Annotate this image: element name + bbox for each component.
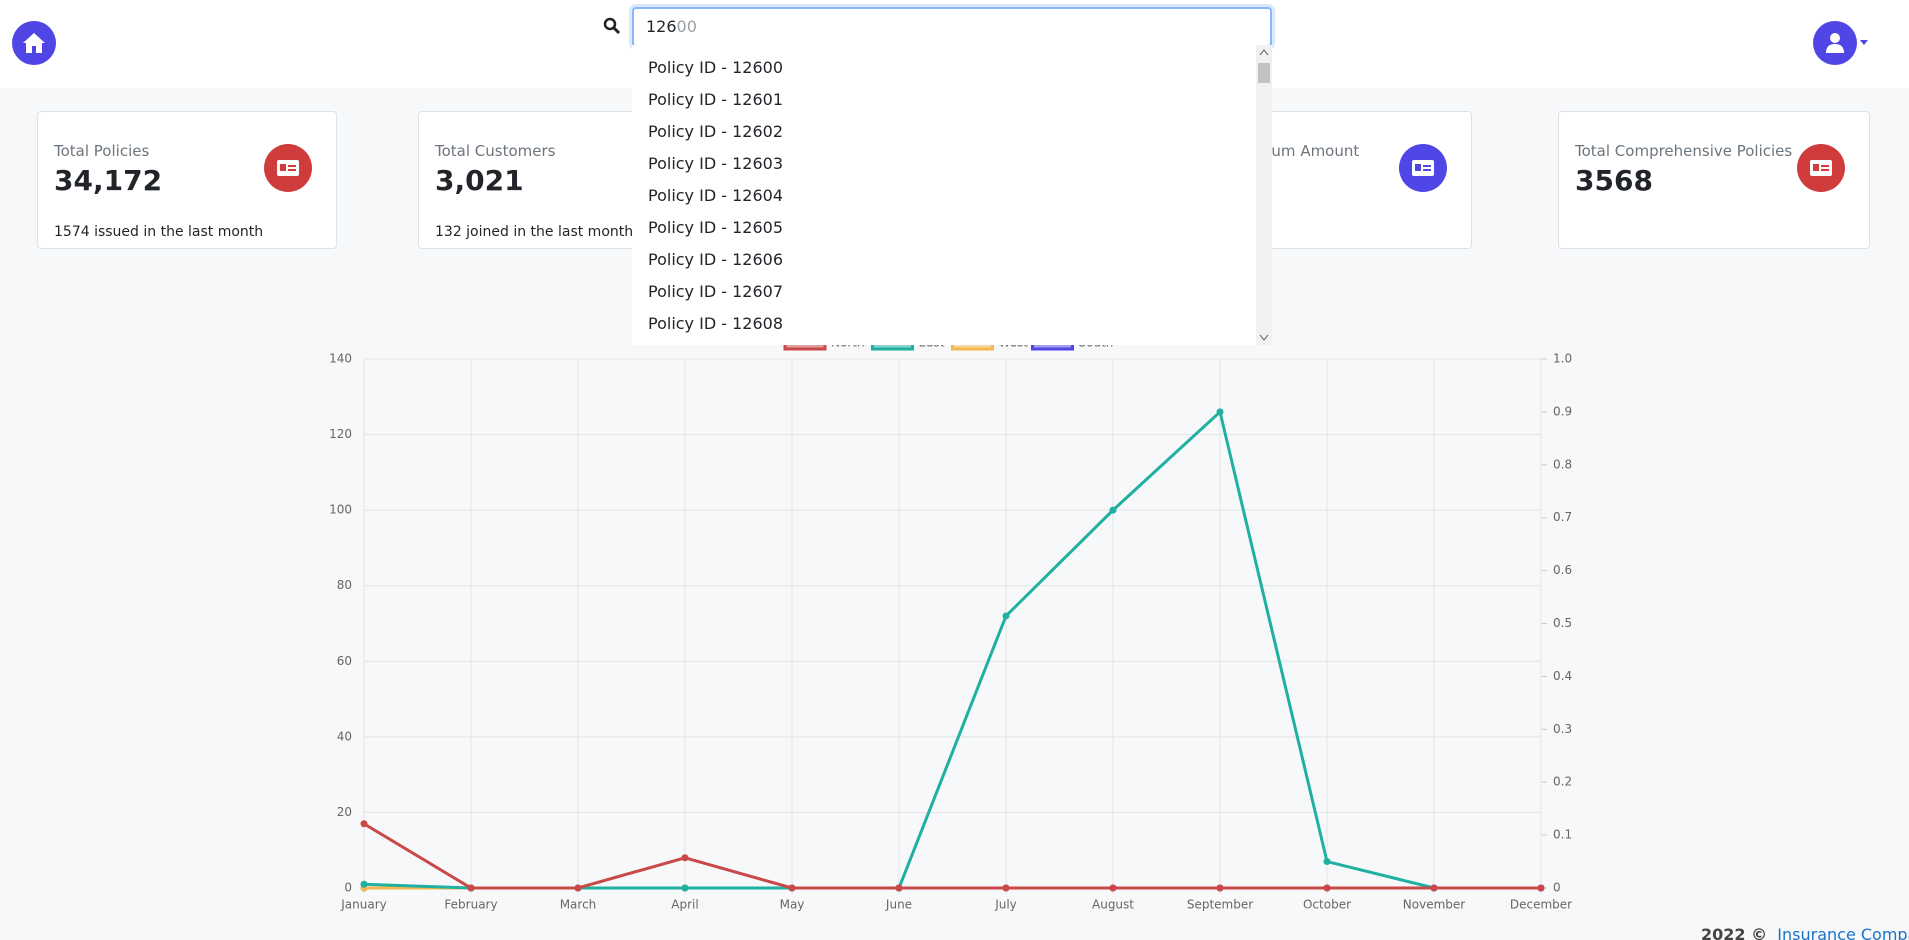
y2-tick-label: 0.9 [1553,404,1572,418]
y2-tick-label: 1.0 [1553,352,1572,366]
card-icon [1797,144,1845,192]
company-link[interactable]: Insurance Company [1777,925,1909,940]
x-tick-label: June [885,898,912,912]
icon-glyph [277,160,299,176]
dropdown-item[interactable]: Policy ID - 12607 [648,282,783,301]
x-tick-label: September [1187,898,1253,912]
dropdown-item[interactable]: Policy ID - 12601 [648,90,783,109]
y-tick-label: 20 [337,805,352,819]
scrollbar[interactable] [1256,45,1272,345]
dropdown-item[interactable]: Policy ID - 12603 [648,154,783,173]
dropdown-item[interactable]: Policy ID - 12605 [648,218,783,237]
footer: 2022 © Insurance Company [1701,925,1909,940]
typed-text: 126 [646,17,677,36]
y-tick-label: 100 [329,503,352,517]
card-label: Total Comprehensive Policies [1575,142,1793,160]
x-tick-label: November [1403,898,1465,912]
data-point [1109,884,1117,892]
search-icon [603,17,621,35]
user-icon [1826,33,1844,53]
y-tick-label: 120 [329,427,352,441]
y2-tick-label: 0.2 [1553,775,1572,789]
dropdown: Policy ID - 12600 Policy ID - 12601 Policy… [632,45,1272,345]
card-icon [1399,144,1447,192]
home-button[interactable] [12,21,56,65]
y2-tick-label: 0.4 [1553,669,1572,683]
y2-tick-label: 0 [1553,881,1561,895]
card-sub: 1574 issued in the last month [54,224,264,240]
data-point [1216,408,1224,416]
card-label: Total Customers [435,142,556,160]
y2-tick-label: 0.1 [1553,828,1572,842]
data-point [360,820,368,828]
y2-tick-label: 0.6 [1553,563,1572,577]
data-point [681,854,689,862]
data-point [1002,884,1010,892]
card-value: 34,172 [54,164,163,197]
x-tick-label: April [671,898,698,912]
icon-glyph [1810,160,1832,176]
stat-card: Total Policies 34,172 1574 issued in the l… [37,111,337,249]
card-value: 3,021 [435,164,524,197]
y-tick-label: 60 [337,654,352,668]
data-point [1216,884,1224,892]
x-tick-label: July [994,898,1017,912]
data-point [895,884,903,892]
data-point [574,884,582,892]
y2-tick-label: 0.3 [1553,722,1572,736]
y2-tick-label: 0.8 [1553,457,1572,471]
x-tick-label: October [1303,898,1351,912]
y2-tick-label: 0.7 [1553,510,1572,524]
card-label: Total Policies [54,142,150,160]
data-point [681,884,689,892]
x-tick-label: January [340,898,387,912]
dropdown-item[interactable]: Policy ID - 12600 [648,58,783,77]
data-point [360,880,368,888]
data-point [1537,884,1545,892]
data-point [1002,612,1010,620]
data-point [1430,884,1438,892]
dropdown-item[interactable]: Policy ID - 12608 [648,314,783,333]
dropdown-item[interactable]: Policy ID - 12604 [648,186,783,205]
x-tick-label: March [560,898,597,912]
series-line [363,409,1541,890]
x-tick-label: February [444,898,497,912]
data-point [1109,506,1117,514]
series-line [363,822,1541,890]
data-point [467,884,475,892]
data-point [1323,884,1331,892]
card-sub: 132 joined in the last month [435,224,634,240]
y-tick-label: 0 [344,881,352,895]
x-tick-label: August [1092,898,1134,912]
y-tick-label: 40 [337,729,352,743]
y-tick-label: 80 [337,578,352,592]
dropdown-item[interactable]: Policy ID - 12602 [648,122,783,141]
x-tick-label: December [1510,898,1572,912]
caret [1860,40,1868,45]
copyright: 2022 © [1701,925,1768,940]
y2-tick-label: 0.5 [1553,616,1572,630]
home-icon [23,33,45,53]
y-tick-label: 140 [329,352,352,366]
data-point [1323,858,1331,866]
card-icon [264,144,312,192]
card-value: 3568 [1575,164,1653,197]
data-point [788,884,796,892]
profile-button[interactable] [1813,21,1857,65]
x-tick-label: May [780,898,805,912]
dropdown-item[interactable]: Policy ID - 12606 [648,250,783,269]
completion-text: 00 [676,17,697,36]
stat-card: Total Comprehensive Policies 3568 [1558,111,1870,249]
search-input[interactable]: 12600 [632,7,1272,47]
icon-glyph [1412,160,1434,176]
scrollbar-graphics [1258,49,1270,341]
